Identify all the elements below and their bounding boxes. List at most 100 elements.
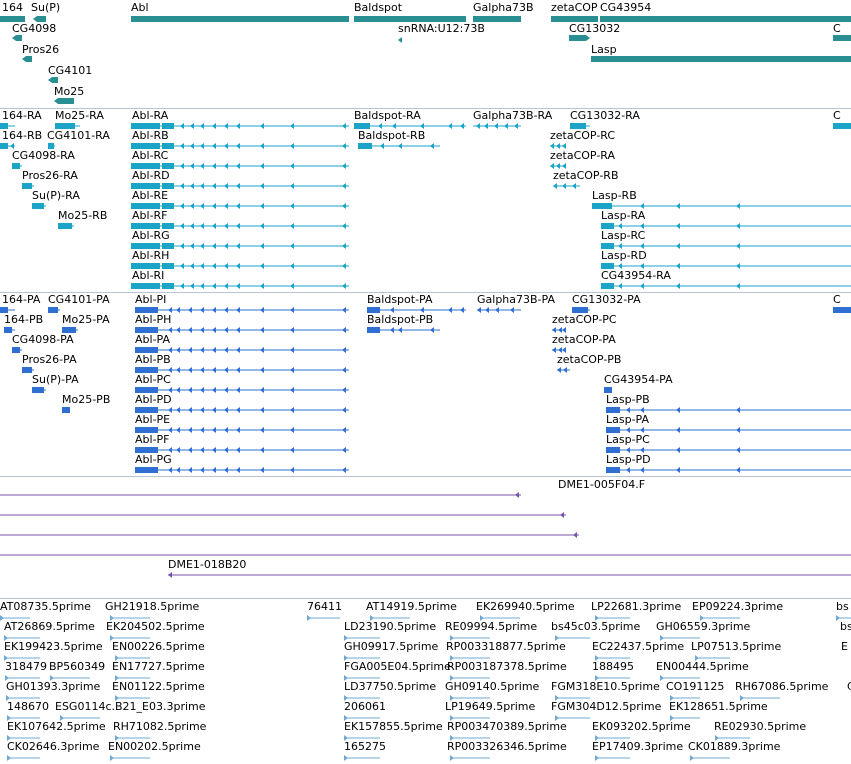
transcript-label[interactable]: CG4101-RA	[47, 129, 110, 142]
exon-block[interactable]	[162, 203, 174, 209]
exon-block[interactable]	[604, 387, 612, 393]
exon-block[interactable]	[0, 307, 8, 313]
strand-arrow[interactable]	[200, 407, 204, 413]
strand-arrow[interactable]	[290, 467, 294, 473]
transcript-label[interactable]: Pros26-RA	[22, 169, 78, 182]
strand-arrow[interactable]	[188, 307, 192, 313]
strand-arrow[interactable]	[200, 447, 204, 453]
est-label[interactable]: 206061	[344, 700, 386, 713]
strand-arrow[interactable]	[176, 307, 180, 313]
strand-arrow[interactable]	[260, 327, 264, 333]
strand-arrow[interactable]	[200, 347, 204, 353]
strand-arrow[interactable]	[552, 327, 556, 333]
strand-arrow[interactable]	[595, 755, 599, 761]
est-label[interactable]: EK157855.5prime	[344, 720, 443, 733]
strand-arrow[interactable]	[700, 615, 704, 621]
est-label[interactable]: 76411	[307, 600, 342, 613]
strand-arrow[interactable]	[676, 407, 680, 413]
strand-arrow[interactable]	[236, 407, 240, 413]
strand-arrow[interactable]	[236, 163, 240, 169]
strand-arrow[interactable]	[342, 347, 346, 353]
strand-arrow[interactable]	[168, 572, 172, 578]
strand-arrow[interactable]	[200, 387, 204, 393]
est-label[interactable]: AT26869.5prime	[4, 620, 95, 633]
strand-arrow[interactable]	[224, 327, 228, 333]
clone-label[interactable]: DME1-005F04.F	[558, 478, 646, 491]
strand-arrow[interactable]	[504, 123, 508, 129]
protein-label[interactable]: Baldspot-PB	[367, 313, 434, 326]
gene-label[interactable]: CG4098	[12, 22, 57, 35]
est-label[interactable]: RH71082.5prime	[113, 720, 207, 733]
strand-arrow[interactable]	[344, 635, 348, 641]
strand-arrow[interactable]	[188, 427, 192, 433]
strand-arrow[interactable]	[200, 183, 204, 189]
strand-arrow[interactable]	[626, 427, 630, 433]
strand-arrow[interactable]	[572, 183, 576, 189]
strand-arrow[interactable]	[448, 123, 452, 129]
strand-arrow[interactable]	[290, 387, 294, 393]
strand-arrow[interactable]	[342, 447, 346, 453]
exon-block[interactable]	[601, 243, 614, 249]
strand-arrow[interactable]	[430, 143, 434, 149]
strand-arrow[interactable]	[553, 183, 557, 189]
strand-arrow[interactable]	[450, 735, 454, 741]
strand-arrow[interactable]	[180, 223, 184, 229]
strand-arrow[interactable]	[342, 143, 346, 149]
gene-feature[interactable]	[473, 16, 521, 22]
exon-block[interactable]	[131, 143, 160, 149]
transcript-label[interactable]: zetaCOP-RB	[553, 169, 619, 182]
strand-arrow[interactable]	[7, 735, 11, 741]
transcript-label[interactable]: Mo25-RA	[55, 109, 104, 122]
strand-arrow[interactable]	[236, 283, 240, 289]
strand-arrow[interactable]	[212, 467, 216, 473]
transcript-label[interactable]: CG13032-RA	[570, 109, 640, 122]
exon-block[interactable]	[606, 427, 620, 433]
strand-arrow[interactable]	[224, 347, 228, 353]
strand-arrow[interactable]	[836, 615, 840, 621]
strand-arrow[interactable]	[236, 223, 240, 229]
protein-label[interactable]: zetaCOP-PC	[552, 313, 617, 326]
exon-block[interactable]	[592, 203, 612, 209]
exon-block[interactable]	[135, 387, 158, 393]
est-label[interactable]: AT14919.5prime	[366, 600, 457, 613]
strand-arrow[interactable]	[236, 183, 240, 189]
est-label[interactable]: C	[847, 680, 851, 693]
est-label[interactable]: GH09140.5prime	[445, 680, 540, 693]
strand-arrow[interactable]	[260, 203, 264, 209]
transcript-label[interactable]: Abl-RG	[132, 229, 170, 242]
protein-label[interactable]: C	[833, 293, 841, 306]
strand-arrow[interactable]	[736, 407, 740, 413]
strand-arrow[interactable]	[168, 367, 172, 373]
exon-block[interactable]	[12, 347, 20, 353]
strand-arrow[interactable]	[212, 243, 216, 249]
strand-arrow[interactable]	[430, 327, 434, 333]
strand-arrow[interactable]	[640, 283, 644, 289]
est-label[interactable]: GH01393.3prime	[6, 680, 101, 693]
exon-block[interactable]	[135, 307, 158, 313]
strand-arrow[interactable]	[676, 427, 680, 433]
strand-arrow[interactable]	[344, 715, 348, 721]
strand-arrow[interactable]	[670, 715, 674, 721]
transcript-label[interactable]: Mo25-RB	[58, 209, 108, 222]
exon-block[interactable]	[833, 123, 851, 129]
est-label[interactable]: EK107642.5prime	[7, 720, 106, 733]
strand-arrow[interactable]	[190, 143, 194, 149]
strand-arrow[interactable]	[420, 307, 424, 313]
gene-label[interactable]: CG13032	[569, 22, 621, 35]
strand-arrow[interactable]	[626, 447, 630, 453]
strand-arrow[interactable]	[562, 183, 566, 189]
strand-arrow[interactable]	[260, 243, 264, 249]
strand-arrow[interactable]	[212, 143, 216, 149]
strand-arrow[interactable]	[176, 347, 180, 353]
strand-arrow[interactable]	[168, 447, 172, 453]
strand-arrow[interactable]	[676, 263, 680, 269]
est-label[interactable]: AT08735.5prime	[0, 600, 91, 613]
transcript-label[interactable]: Abl-RF	[132, 209, 168, 222]
transcript-label[interactable]: Su(P)-RA	[32, 189, 80, 202]
strand-arrow[interactable]	[180, 283, 184, 289]
strand-arrow[interactable]	[290, 347, 294, 353]
strand-arrow[interactable]	[618, 243, 622, 249]
protein-label[interactable]: Lasp-PB	[606, 393, 650, 406]
strand-arrow[interactable]	[188, 327, 192, 333]
est-label[interactable]: LD23190.5prime	[344, 620, 437, 633]
